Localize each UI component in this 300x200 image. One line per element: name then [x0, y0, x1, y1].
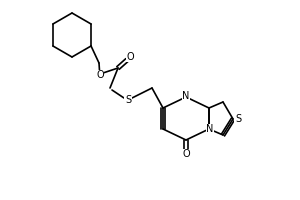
Text: N: N [206, 124, 214, 134]
Text: N: N [182, 91, 190, 101]
Text: S: S [125, 95, 131, 105]
Text: S: S [235, 114, 241, 124]
Text: O: O [182, 149, 190, 159]
Text: O: O [126, 52, 134, 62]
Text: O: O [96, 70, 104, 80]
